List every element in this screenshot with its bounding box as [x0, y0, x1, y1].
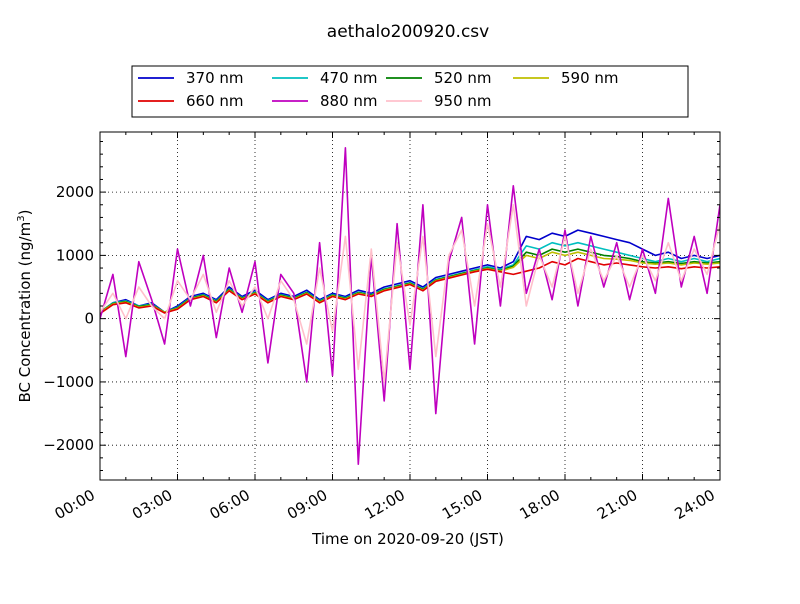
y-tick-label: −2000 [43, 436, 94, 454]
series-line-660-nm [100, 257, 720, 315]
y-tick-label: 2000 [56, 183, 94, 201]
series-line-950-nm [100, 204, 720, 383]
series-line-370-nm [100, 229, 720, 314]
chart-title: aethalo200920.csv [327, 22, 489, 42]
legend-label-880-nm: 880 nm [320, 92, 378, 110]
y-tick-label: 1000 [56, 246, 94, 264]
legend-label-370-nm: 370 nm [186, 69, 244, 87]
chart-legend: 370 nm 470 nm 520 nm 590 nm 660 nm 880 nm 950 … [131, 65, 689, 118]
legend-label-950-nm: 950 nm [434, 92, 492, 110]
y-axis-label: BC Concentration (ng/m3) [16, 210, 34, 403]
series-line-880-nm [100, 147, 720, 466]
x-axis-label: Time on 2020-09-20 (JST) [311, 530, 504, 548]
legend-label-590-nm: 590 nm [561, 69, 619, 87]
legend-label-520-nm: 520 nm [434, 69, 492, 87]
y-tick-label: −1000 [43, 373, 94, 391]
legend-frame [131, 65, 689, 118]
legend-label-470-nm: 470 nm [320, 69, 378, 87]
legend-label-660-nm: 660 nm [186, 92, 244, 110]
plot-series [100, 147, 720, 466]
y-tick-label: 0 [84, 310, 94, 328]
